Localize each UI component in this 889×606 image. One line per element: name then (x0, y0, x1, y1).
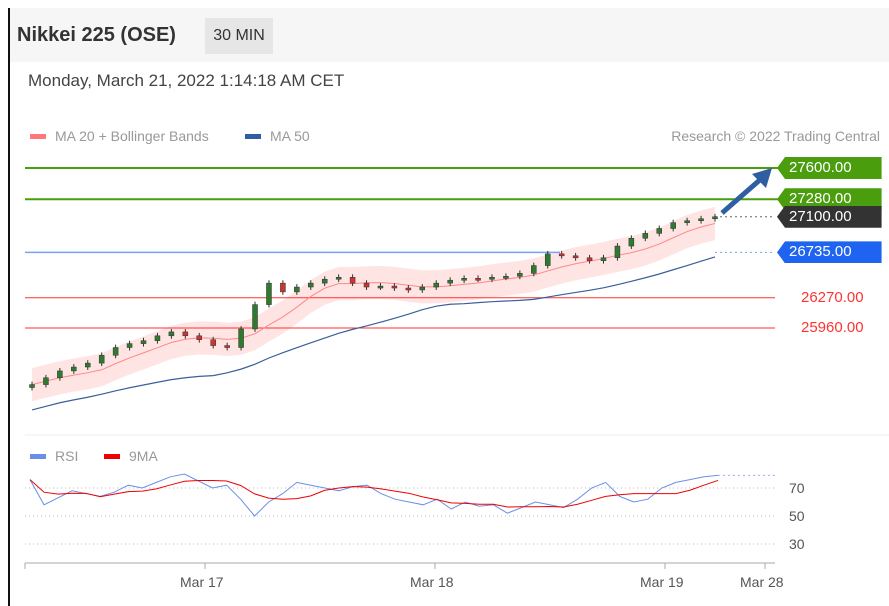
candle (419, 286, 426, 291)
candle (684, 220, 690, 223)
legend-rsi-label: RSI (55, 448, 79, 464)
candle (196, 335, 203, 340)
rsi-line (29, 473, 719, 517)
candle (71, 366, 77, 372)
candle (698, 218, 704, 221)
candle (321, 278, 328, 284)
legend-ma20-label: MA 20 + Bollinger Bands (55, 128, 209, 144)
legend-rsi: RSI (30, 448, 78, 464)
candle (433, 282, 439, 288)
legend-9ma: 9MA (104, 448, 158, 464)
bollinger-band (32, 206, 715, 402)
x-tick-label: Mar 18 (410, 574, 454, 590)
candle (308, 282, 314, 288)
candle (210, 339, 216, 346)
candle (112, 347, 119, 356)
ma50-line (31, 256, 716, 411)
candle (461, 277, 467, 281)
header-bar (10, 8, 889, 62)
candle (57, 370, 63, 379)
9ma-swatch (104, 453, 120, 459)
level-label-26735: 26735.00 (777, 241, 882, 264)
candle (586, 257, 593, 261)
target-arrow-head (752, 168, 772, 188)
candle (363, 282, 370, 288)
candle (377, 285, 384, 289)
x-tick-label: Mar 17 (180, 574, 224, 590)
candle (628, 237, 635, 247)
credit: Research © 2022 Trading Central (671, 128, 880, 144)
rsi-tick-label: 30 (789, 536, 805, 552)
candle (489, 277, 495, 280)
candle (266, 282, 272, 305)
candle (294, 286, 300, 293)
candle (544, 253, 551, 266)
legend-ma50: MA 50 (245, 128, 310, 144)
candle (85, 362, 91, 368)
level-label-27600: 27600.00 (777, 157, 882, 179)
instrument-title: Nikkei 225 (OSE) (17, 24, 176, 46)
candle (656, 228, 662, 234)
candle (517, 273, 523, 277)
candle (447, 279, 453, 284)
candle (252, 304, 258, 330)
legend-9ma-label: 9MA (129, 448, 158, 464)
candle (349, 277, 356, 284)
candle (335, 277, 342, 280)
timeframe-button[interactable]: 30 MIN (205, 18, 273, 54)
candle (168, 331, 175, 337)
candle (140, 340, 147, 344)
candle (614, 245, 621, 259)
legend-ma50-label: MA 50 (270, 128, 310, 144)
rsi-9ma-line (29, 479, 719, 508)
candle (98, 355, 105, 364)
candle (531, 265, 537, 274)
candle (182, 331, 189, 337)
rsi-swatch (30, 453, 46, 459)
candle (238, 328, 244, 348)
rsi-tick-label: 70 (789, 480, 805, 496)
candle (280, 282, 286, 293)
candle (475, 277, 481, 281)
chart-widget (8, 8, 889, 606)
candle (670, 222, 676, 229)
level-label-27280: 27280.00 (777, 188, 882, 211)
timestamp: Monday, March 21, 2022 1:14:18 AM CET (28, 71, 345, 90)
candle (712, 216, 718, 220)
level-label-25960: 25960.00 (801, 319, 864, 336)
candle (224, 345, 230, 348)
candle (558, 253, 565, 257)
ma20-swatch (30, 133, 46, 139)
ma50-swatch (245, 133, 261, 139)
candle (503, 276, 509, 279)
rsi-tick-label: 50 (789, 508, 805, 524)
x-tick-label: Mar 28 (740, 574, 784, 590)
candle (126, 343, 133, 348)
level-label-26270: 26270.00 (801, 288, 864, 306)
target-arrow (720, 176, 764, 215)
candle (43, 377, 49, 385)
level-label-27100: 27100.00 (777, 205, 882, 228)
candle (405, 287, 412, 291)
candle (572, 255, 579, 259)
candle (642, 233, 649, 239)
x-tick-label: Mar 19 (640, 574, 684, 590)
candle (600, 257, 607, 261)
candle (29, 384, 35, 388)
legend-ma20: MA 20 + Bollinger Bands (30, 128, 209, 144)
candle (391, 285, 398, 289)
candle (154, 335, 161, 341)
